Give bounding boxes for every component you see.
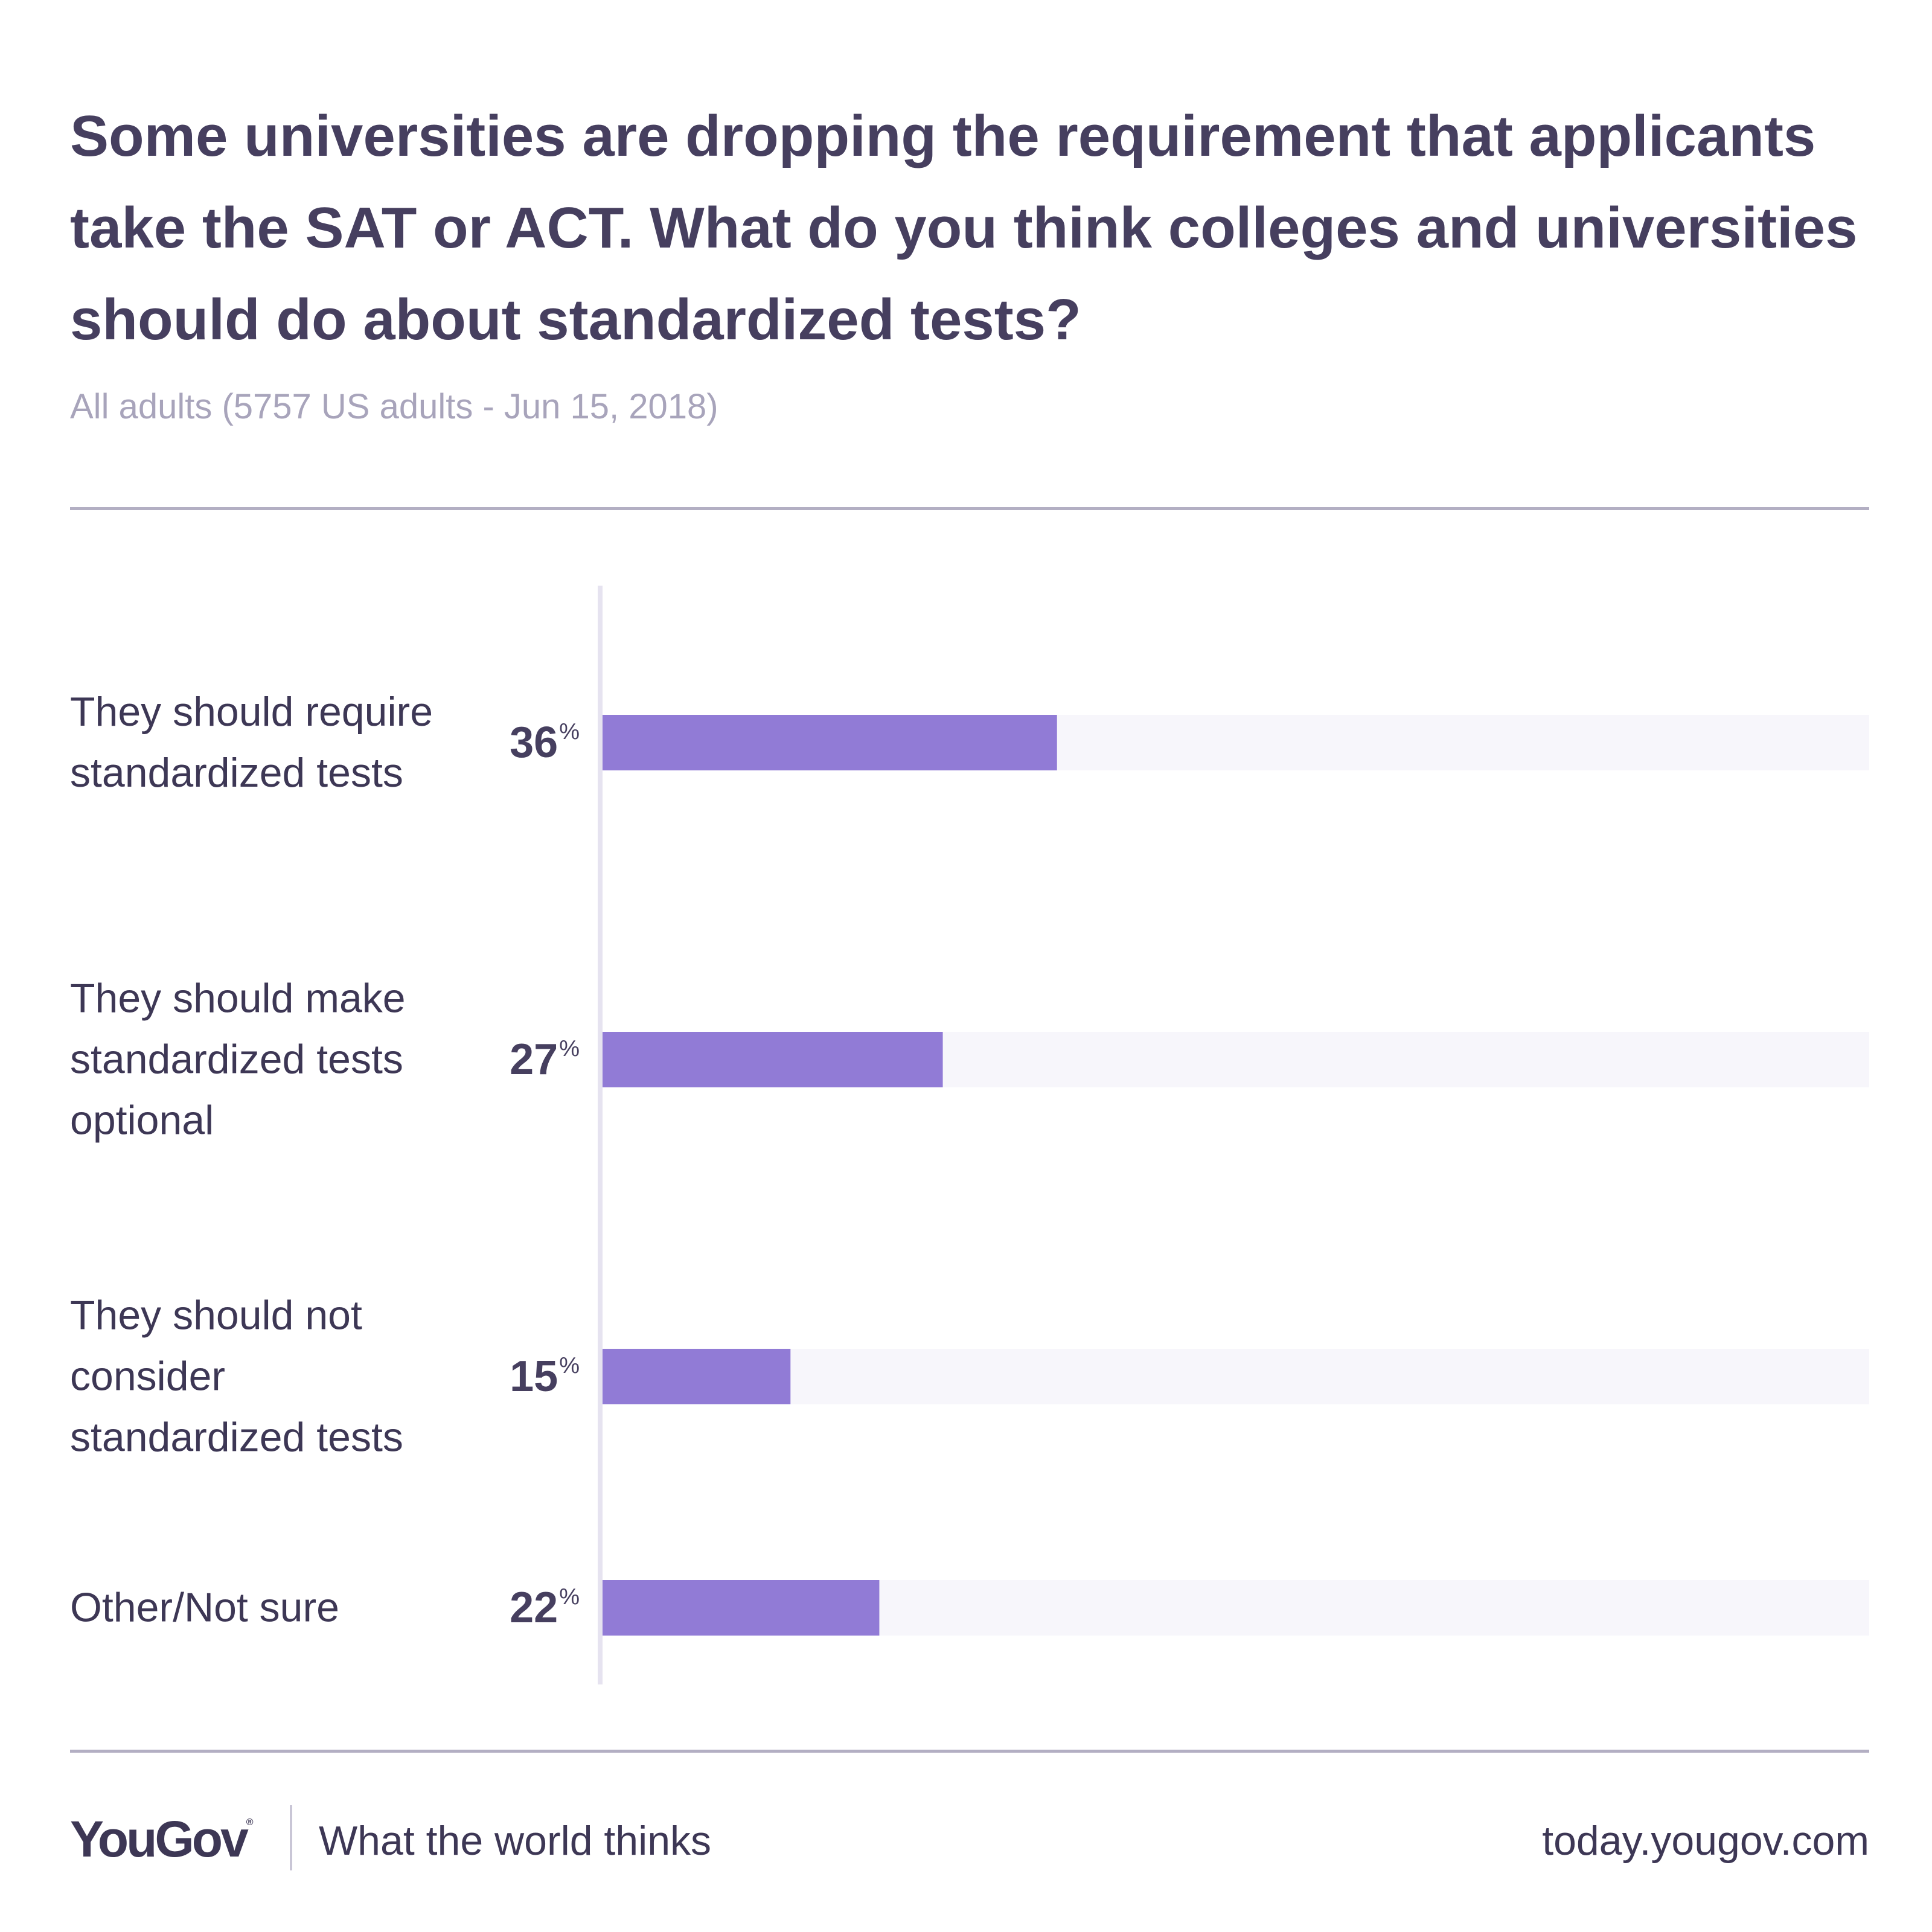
logo-text: YouGov [70,1811,249,1867]
value-label: 15% [510,1352,580,1401]
bar [600,715,1057,770]
chart-title: Some universities are dropping the requi… [70,104,1858,352]
value-percent-sign: % [559,1353,580,1378]
chart-plot-area [598,586,1869,1684]
bar [600,1032,943,1087]
value-number: 27 [510,1035,558,1084]
bar [600,1580,880,1636]
value-number: 36 [510,718,558,767]
value-number: 22 [510,1584,558,1632]
value-percent-sign: % [559,1036,580,1061]
category-label: They should require standardized tests [70,689,433,796]
bar-chart: They should require standardized tests 36… [0,580,1932,1684]
bottom-divider [70,1750,1869,1753]
category-label: They should not consider standardized te… [70,1292,403,1460]
yougov-logo[interactable]: YouGov® [70,1810,254,1869]
site-url-link[interactable]: today.yougov.com [1542,1818,1869,1864]
value-label: 27% [510,1035,580,1084]
bar [600,1349,791,1404]
tagline: What the world thinks [319,1818,712,1864]
top-divider [70,507,1869,510]
trademark-mark: ® [246,1817,254,1828]
chart-subtitle: All adults (5757 US adults - Jun 15, 201… [70,387,718,426]
value-percent-sign: % [559,1584,580,1610]
footer: YouGov® What the world thinks today.youg… [0,1799,1932,1884]
category-label: Other/Not sure [70,1584,339,1631]
value-label: 22% [510,1583,580,1633]
footer-divider [290,1805,292,1870]
y-axis-line [598,586,603,1684]
value-number: 15 [510,1352,558,1401]
value-percent-sign: % [559,719,580,744]
bar-track [600,1349,1869,1404]
value-label: 36% [510,718,580,767]
category-label: They should make standardized tests opti… [70,975,406,1144]
